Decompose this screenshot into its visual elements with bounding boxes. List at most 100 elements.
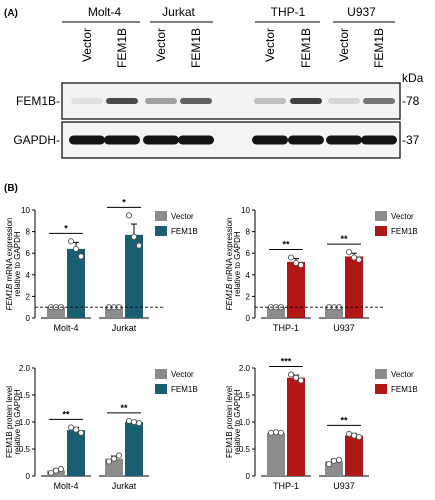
data-point [52, 467, 60, 474]
data-point [125, 212, 133, 219]
data-point [57, 465, 65, 473]
data-point [77, 253, 85, 260]
bar [287, 261, 305, 318]
data-point [67, 238, 75, 245]
lane-label: Vector [263, 28, 277, 62]
kda-marker: -37 [402, 133, 420, 147]
legend-swatch-vector [375, 211, 387, 221]
y-tick-label: 4 [246, 271, 251, 280]
panel-a-western-blot: (A) kDa Molt-4 Jurkat THP-1 U937 Vector FEM1B… [4, 5, 424, 159]
blot-band [71, 98, 103, 104]
bar [105, 307, 123, 318]
data-point [292, 259, 300, 266]
legend-swatch-fem1b [375, 226, 387, 236]
legend-label-vector: Vector [391, 370, 414, 379]
legend-swatch-fem1b [155, 384, 167, 394]
x-tick-label: Jurkat [112, 481, 137, 491]
legend-swatch-fem1b [155, 226, 167, 236]
bar [267, 432, 285, 476]
bar-chart-2: 0 0.5 1.0 1.5 2.0 FEM1B protein level relative… [5, 364, 198, 491]
data-point [135, 420, 143, 427]
blot-0: FEM1B- -78 [16, 82, 420, 120]
y-tick-label: 0 [26, 472, 31, 481]
y-tick-label: 10 [241, 206, 250, 215]
bar-chart-1: 0 2 4 6 8 10 FEM1B mRNA expression relative to … [225, 206, 418, 333]
y-axis-label: FEM1B mRNA expression [225, 218, 234, 311]
panel-b-label: (B) [4, 183, 18, 194]
data-point [350, 254, 358, 261]
blot-row-label: FEM1B- [16, 94, 60, 108]
bar [325, 307, 343, 318]
blot-band [254, 98, 286, 104]
legend-label-vector: Vector [171, 370, 194, 379]
legend-label-vector: Vector [171, 212, 194, 221]
data-point [110, 455, 118, 462]
bar [47, 307, 65, 318]
y-axis-label: relative to GAPDH [233, 231, 242, 297]
significance-label: * [122, 197, 126, 207]
cell-line-label: Molt-4 [88, 5, 122, 19]
y-tick-label: 6 [26, 249, 31, 258]
legend-label-fem1b: FEM1B [171, 385, 198, 394]
x-tick-label: U937 [333, 323, 355, 333]
y-tick-label: 0.5 [239, 445, 251, 454]
blot-band [106, 98, 138, 104]
y-tick-label: 1.0 [239, 418, 251, 427]
significance-label: *** [281, 356, 292, 366]
blot-band [361, 135, 397, 145]
data-point [292, 374, 300, 381]
y-tick-label: 2.0 [239, 364, 251, 373]
cell-line-label: Jurkat [162, 5, 195, 19]
data-point [115, 452, 123, 459]
y-tick-label: 8 [26, 228, 31, 237]
legend-label-vector: Vector [391, 212, 414, 221]
lane-label: FEM1B [115, 28, 129, 68]
bar [67, 430, 85, 476]
blot-band [178, 135, 214, 145]
bar [125, 234, 143, 318]
lane-label: Vector [154, 28, 168, 62]
panel-b-bar-charts: (B) 0 2 4 6 8 10 FEM1B mRNA expression relative… [4, 183, 418, 491]
data-point [287, 254, 295, 261]
data-point [67, 424, 75, 431]
y-tick-label: 0.5 [19, 445, 31, 454]
y-axis-label: FEM1B protein level [5, 386, 14, 458]
data-point [130, 418, 138, 426]
kda-marker: -78 [402, 94, 420, 108]
blot-band [143, 135, 179, 145]
blot-1: GAPDH- -37 [13, 121, 420, 159]
legend-swatch-vector [375, 369, 387, 379]
blot-band [328, 98, 360, 104]
y-tick-label: 10 [21, 206, 30, 215]
legend-label-fem1b: FEM1B [171, 227, 198, 236]
lane-label: Vector [337, 28, 351, 62]
x-tick-label: Molt-4 [53, 481, 78, 491]
legend-label-fem1b: FEM1B [391, 385, 418, 394]
data-point [277, 429, 285, 436]
kda-label: kDa [402, 71, 424, 85]
bar [67, 248, 85, 318]
cell-line-label: THP-1 [271, 5, 306, 19]
data-point [355, 256, 363, 263]
data-point [130, 233, 138, 241]
y-tick-label: 2 [246, 292, 251, 301]
legend-label-fem1b: FEM1B [391, 227, 418, 236]
blot-band [288, 135, 324, 145]
blot-band [290, 98, 322, 104]
y-tick-label: 1.5 [19, 391, 31, 400]
data-point [135, 242, 143, 249]
blot-band [180, 98, 212, 104]
x-tick-label: THP-1 [273, 481, 299, 491]
data-point [297, 262, 305, 269]
x-tick-label: Molt-4 [53, 323, 78, 333]
y-tick-label: 1.0 [19, 418, 31, 427]
significance-label: ** [120, 403, 128, 413]
y-tick-label: 1.5 [239, 391, 251, 400]
blot-band [363, 98, 395, 104]
bar [345, 256, 363, 318]
significance-label: ** [340, 415, 348, 425]
x-tick-label: Jurkat [112, 323, 137, 333]
data-point [287, 371, 295, 378]
lane-label: Vector [80, 28, 94, 62]
